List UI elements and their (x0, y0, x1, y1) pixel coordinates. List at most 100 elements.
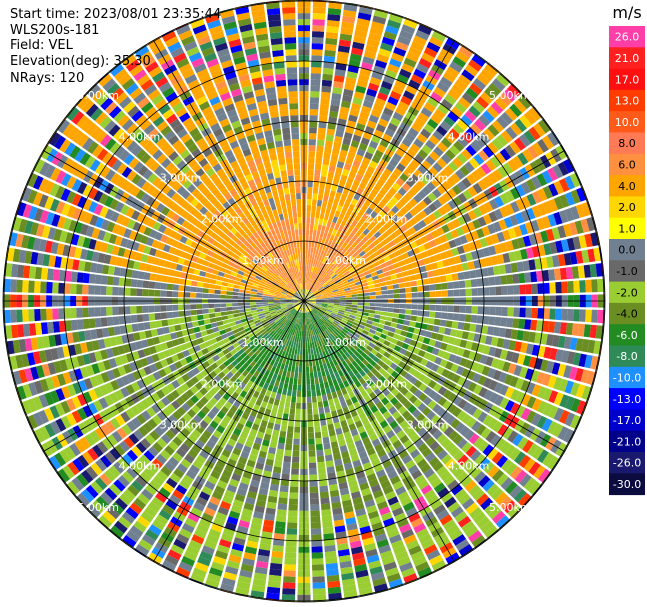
velocity-cell (268, 306, 275, 310)
velocity-cell (308, 284, 312, 291)
velocity-cell (461, 148, 473, 160)
velocity-cell (256, 302, 263, 305)
velocity-cell (409, 217, 418, 226)
velocity-cell (548, 183, 559, 197)
velocity-cell (82, 318, 90, 330)
velocity-cell (543, 308, 550, 320)
velocity-cell (276, 509, 287, 517)
velocity-cell (515, 405, 526, 418)
velocity-cell (64, 446, 76, 460)
velocity-cell (199, 518, 212, 528)
velocity-cell (258, 315, 266, 320)
velocity-cell (143, 322, 151, 330)
velocity-cell (383, 325, 391, 331)
velocity-cell (491, 534, 506, 548)
velocity-cell (456, 153, 468, 164)
velocity-cell (538, 468, 551, 483)
velocity-cell (46, 321, 54, 334)
velocity-cell (399, 197, 408, 206)
velocity-cell (333, 197, 340, 205)
velocity-cell (47, 227, 57, 240)
velocity-cell (182, 349, 190, 358)
velocity-cell (369, 566, 383, 575)
velocity-cell (444, 266, 452, 275)
velocity-cell (154, 305, 161, 313)
velocity-cell (197, 320, 205, 326)
velocity-cell (330, 241, 336, 249)
velocity-cell (413, 379, 423, 389)
velocity-cell (324, 448, 332, 456)
velocity-cell (405, 459, 416, 470)
velocity-cell (161, 386, 171, 396)
velocity-cell (307, 342, 311, 349)
velocity-cell (166, 477, 178, 489)
velocity-cell (265, 507, 276, 515)
velocity-cell (509, 141, 521, 154)
velocity-cell (135, 252, 143, 262)
velocity-cell (392, 410, 401, 420)
velocity-cell (413, 267, 421, 274)
velocity-cell (595, 263, 603, 277)
velocity-cell (382, 133, 393, 143)
velocity-cell (400, 206, 409, 215)
velocity-cell (281, 306, 287, 309)
velocity-cell (395, 106, 407, 116)
velocity-cell (358, 377, 366, 385)
velocity-cell (368, 140, 379, 150)
velocity-cell (184, 285, 191, 292)
velocity-cell (373, 410, 382, 419)
velocity-cell (398, 449, 409, 460)
velocity-cell (305, 306, 308, 313)
velocity-cell (559, 410, 570, 424)
velocity-cell (232, 328, 239, 335)
velocity-cell (509, 214, 519, 226)
velocity-cell (292, 323, 296, 330)
velocity-cell (492, 510, 506, 524)
velocity-cell (319, 103, 329, 111)
velocity-cell (410, 449, 421, 459)
velocity-cell (423, 468, 435, 479)
velocity-cell (465, 340, 473, 350)
velocity-cell (320, 290, 327, 294)
velocity-cell (483, 213, 493, 225)
velocity-cell (121, 375, 131, 386)
velocity-cell (430, 332, 439, 340)
velocity-cell (276, 412, 283, 419)
velocity-cell (341, 360, 348, 368)
velocity-cell (121, 258, 129, 268)
velocity-cell (488, 245, 497, 256)
velocity-cell (270, 478, 280, 486)
velocity-cell (131, 270, 139, 279)
velocity-cell (327, 303, 334, 305)
velocity-cell (381, 231, 390, 239)
velocity-cell (557, 161, 569, 176)
velocity-cell (375, 306, 382, 311)
velocity-cell (198, 491, 211, 501)
velocity-cell (353, 263, 361, 270)
velocity-cell (315, 359, 320, 366)
velocity-cell (88, 389, 98, 401)
velocity-cell (100, 371, 110, 383)
velocity-cell (464, 64, 479, 77)
velocity-cell (322, 67, 334, 75)
velocity-cell (509, 448, 521, 461)
velocity-cell (323, 61, 335, 69)
velocity-cell (70, 271, 78, 283)
velocity-cell (271, 331, 277, 338)
velocity-cell (275, 291, 282, 295)
velocity-cell (372, 261, 380, 268)
velocity-cell (428, 255, 437, 263)
velocity-cell (232, 295, 239, 299)
velocity-cell (251, 584, 266, 593)
velocity-cell (361, 282, 369, 287)
velocity-cell (343, 251, 350, 258)
velocity-cell (262, 297, 269, 300)
velocity-cell (185, 379, 195, 389)
velocity-cell (532, 446, 544, 460)
velocity-cell (228, 318, 235, 323)
velocity-cell (343, 214, 350, 222)
velocity-cell (58, 308, 65, 320)
velocity-cell (235, 345, 242, 352)
velocity-cell (455, 169, 466, 180)
velocity-cell (238, 309, 245, 313)
